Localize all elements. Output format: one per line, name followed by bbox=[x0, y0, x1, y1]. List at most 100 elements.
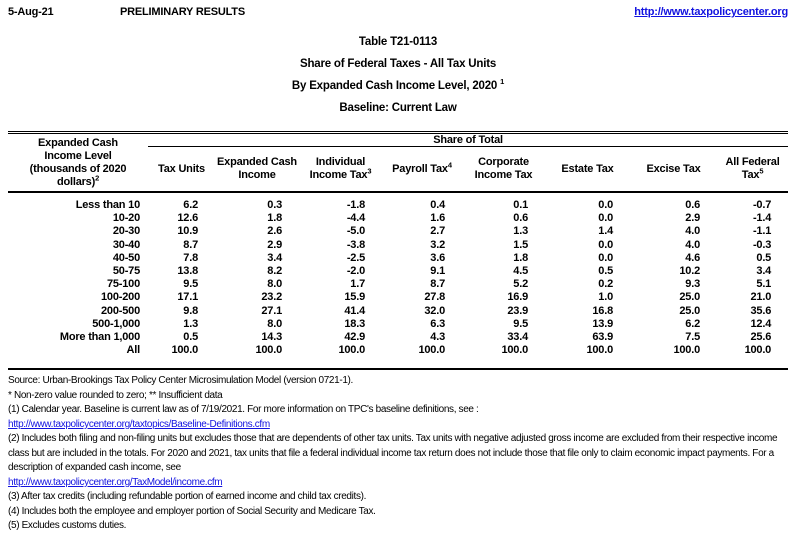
income-level-label: 50-75 bbox=[112, 265, 140, 278]
table-cell-value: -2.5 bbox=[346, 251, 365, 264]
income-level-label: 30-40 bbox=[112, 238, 140, 251]
footnote-line: (1) Calendar year. Baseline is current l… bbox=[8, 404, 479, 416]
table-cell-value: 0.5 bbox=[183, 331, 198, 344]
table-row: 75-100 9.5 8.0 1.7 8.7 5.2 0.2 9.3 5.1 bbox=[8, 278, 788, 291]
table-cell-value: 15.9 bbox=[344, 291, 365, 304]
table-row: 50-75 13.8 8.2 -2.0 9.1 4.5 0.5 10.2 3.4 bbox=[8, 265, 788, 278]
table-cell-value: 25.6 bbox=[750, 331, 772, 344]
table-cell-value: 0.5 bbox=[756, 251, 772, 264]
table-cell-value: -5.0 bbox=[346, 225, 365, 238]
table-cell-value: 3.6 bbox=[430, 251, 445, 264]
report-date: 5-Aug-21 bbox=[8, 6, 54, 18]
share-of-total-span-header: Share of Total bbox=[148, 132, 789, 147]
title-line-1: Table T21-0113 bbox=[358, 36, 438, 48]
table-cell-value: 14.3 bbox=[261, 331, 282, 344]
footnote-link[interactable]: http://www.taxpolicycenter.org/taxtopics… bbox=[8, 418, 270, 430]
table-cell-value: -2.0 bbox=[346, 265, 365, 278]
income-level-label: 500-1,000 bbox=[92, 317, 140, 330]
footnote-line: (2) Includes both filing and non-filing … bbox=[8, 433, 778, 474]
column-header-all-federal-tax: All Federal Tax5 bbox=[717, 146, 789, 193]
income-level-label: 10-20 bbox=[112, 212, 140, 225]
table-cell-value: 2.6 bbox=[267, 225, 282, 238]
table-cell-value: 27.1 bbox=[261, 304, 282, 317]
table-cell-value: -0.3 bbox=[752, 238, 772, 251]
footnote-link-line: http://www.taxpolicycenter.org/taxtopics… bbox=[8, 418, 788, 433]
table-cell-value: 12.6 bbox=[177, 212, 198, 225]
table-cell-value: 5.1 bbox=[756, 278, 772, 291]
table-cell-value: 8.7 bbox=[183, 238, 198, 251]
table-cell-value: 27.8 bbox=[424, 291, 445, 304]
table-cell-value: 2.9 bbox=[267, 238, 282, 251]
income-level-label: Less than 10 bbox=[75, 199, 140, 211]
table-cell-value: 7.5 bbox=[685, 331, 700, 344]
table-cell-value: 9.5 bbox=[183, 278, 198, 291]
table-cell-value: 0.0 bbox=[598, 212, 613, 225]
table-cell-value: 0.3 bbox=[267, 199, 282, 211]
table-cell-value: 100.0 bbox=[586, 344, 613, 357]
table-cell-value: 100.0 bbox=[171, 344, 198, 357]
footnote-line: (5) Excludes customs duties. bbox=[8, 520, 127, 532]
table-cell-value: -1.4 bbox=[752, 212, 772, 225]
table-cell-value: 0.4 bbox=[430, 199, 445, 211]
column-header-estate-tax: Estate Tax bbox=[545, 146, 630, 193]
table-cell-value: 9.1 bbox=[430, 265, 445, 278]
column-header-payroll-tax: Payroll Tax4 bbox=[382, 146, 462, 193]
table-cell-value: 10.9 bbox=[177, 225, 198, 238]
table-cell-value: 8.0 bbox=[267, 278, 282, 291]
table-cell-value: 2.7 bbox=[430, 225, 445, 238]
table-cell-value: 13.9 bbox=[592, 317, 613, 330]
table-row: 40-50 7.8 3.4 -2.5 3.6 1.8 0.0 4.6 0.5 bbox=[8, 252, 788, 265]
table-cell-value: 25.0 bbox=[679, 291, 700, 304]
table-cell-value: 17.1 bbox=[177, 291, 198, 304]
footnote-line: (3) After tax credits (including refunda… bbox=[8, 491, 367, 503]
table-cell-value: 10.2 bbox=[679, 265, 700, 278]
table-cell-value: 12.4 bbox=[750, 317, 772, 330]
table-cell-value: 100.0 bbox=[338, 344, 365, 357]
table-row: More than 1,000 0.5 14.3 42.9 4.3 33.4 63.9 7.5… bbox=[8, 331, 788, 344]
column-header-corporate-income-tax: Corporate Income Tax bbox=[462, 146, 545, 193]
table-cell-value: 6.3 bbox=[430, 317, 445, 330]
footnote-link[interactable]: http://www.taxpolicycenter.org/TaxModel/… bbox=[8, 476, 223, 488]
table-cell-value: 23.9 bbox=[507, 304, 528, 317]
table-cell-value: 100.0 bbox=[418, 344, 445, 357]
table-title-block: Table T21-0113 Share of Federal Taxes - A… bbox=[0, 31, 796, 119]
table-cell-value: 63.9 bbox=[592, 331, 613, 344]
table-row: All 100.0 100.0 100.0 100.0 100.0 100.0 100.0 10… bbox=[8, 344, 788, 369]
table-cell-value: 6.2 bbox=[685, 317, 700, 330]
preliminary-results-label: PRELIMINARY RESULTS bbox=[120, 6, 245, 18]
footnote-line: (4) Includes both the employee and emplo… bbox=[8, 505, 376, 517]
table-cell-value: 4.0 bbox=[685, 238, 700, 251]
table-cell-value: 0.1 bbox=[513, 199, 528, 211]
table-cell-value: 2.9 bbox=[685, 212, 700, 225]
table-cell-value: 16.9 bbox=[507, 291, 528, 304]
table-cell-value: 1.3 bbox=[183, 317, 198, 330]
table-cell-value: 9.3 bbox=[685, 278, 700, 291]
column-header-individual-income-tax: Individual Income Tax3 bbox=[299, 146, 382, 193]
taxpolicycenter-link[interactable]: http://www.taxpolicycenter.org bbox=[634, 6, 788, 18]
table-cell-value: 0.6 bbox=[513, 212, 528, 225]
table-cell-value: 18.3 bbox=[344, 317, 365, 330]
table-cell-value: 35.6 bbox=[750, 304, 772, 317]
table-row: 500-1,000 1.3 8.0 18.3 6.3 9.5 13.9 6.2 12.4 bbox=[8, 318, 788, 331]
table-cell-value: -3.8 bbox=[346, 238, 365, 251]
table-cell-value: 16.8 bbox=[592, 304, 613, 317]
table-row: 200-500 9.8 27.1 41.4 32.0 23.9 16.8 25.0 35.6 bbox=[8, 305, 788, 318]
table-cell-value: 4.3 bbox=[430, 331, 445, 344]
table-cell-value: 9.8 bbox=[183, 304, 198, 317]
column-header-excise-tax: Excise Tax bbox=[630, 146, 717, 193]
income-level-label: 40-50 bbox=[112, 251, 140, 264]
table-cell-value: 4.6 bbox=[685, 251, 700, 264]
table-row: 20-30 10.9 2.6 -5.0 2.7 1.3 1.4 4.0 -1.1 bbox=[8, 225, 788, 238]
income-level-label: 100-200 bbox=[101, 291, 140, 304]
title-line-3: By Expanded Cash Income Level, 2020 1 bbox=[291, 77, 505, 92]
footnotes: Source: Urban-Brookings Tax Policy Cente… bbox=[8, 374, 788, 534]
share-of-federal-taxes-table: Expanded Cash Income Level (thousands of 2… bbox=[8, 131, 789, 371]
table-cell-value: 3.4 bbox=[756, 265, 772, 278]
income-level-label: 20-30 bbox=[112, 225, 140, 238]
table-cell-value: 33.4 bbox=[507, 331, 528, 344]
table-cell-value: 100.0 bbox=[744, 344, 772, 357]
table-cell-value: 1.6 bbox=[430, 212, 445, 225]
table-cell-value: 1.4 bbox=[598, 225, 613, 238]
table-cell-value: 8.0 bbox=[267, 317, 282, 330]
table-cell-value: 8.2 bbox=[267, 265, 282, 278]
